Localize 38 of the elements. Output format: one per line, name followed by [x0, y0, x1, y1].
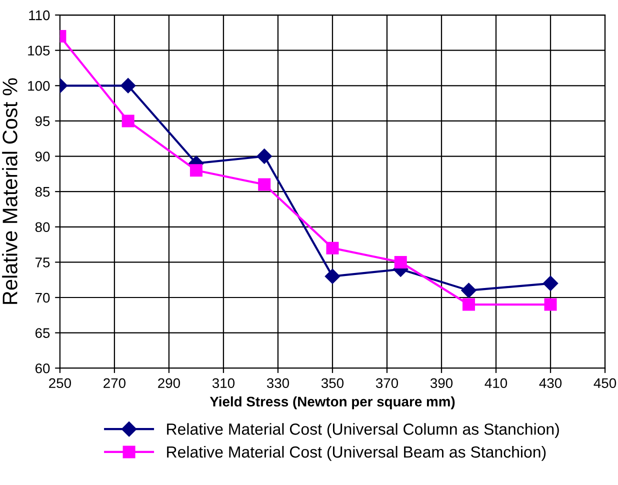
- x-tick-label: 370: [376, 378, 398, 388]
- y-tick-label: 95: [35, 116, 50, 126]
- legend-label: Relative Material Cost (Universal Column as Stanchion): [167, 423, 559, 438]
- point: [326, 242, 339, 254]
- x-axis-title: Yield Stress (Newton per square mm): [210, 396, 455, 410]
- point: [462, 298, 476, 311]
- legend-label: Relative Material Cost (Universal Beam as Stanchion): [167, 446, 546, 461]
- x-tick-label: 350: [321, 378, 344, 388]
- y-tick-label: 70: [35, 292, 50, 303]
- x-tick-label: 290: [158, 378, 180, 388]
- x-tick-label: 450: [594, 378, 616, 388]
- point: [120, 78, 136, 94]
- point: [258, 178, 271, 191]
- point: [122, 114, 134, 128]
- point: [394, 256, 407, 268]
- point: [324, 268, 340, 284]
- x-tick-label: 410: [484, 378, 508, 388]
- point: [542, 276, 558, 291]
- x-tick-label: 310: [212, 378, 235, 388]
- y-tick-label: 85: [35, 186, 50, 197]
- y-tick-label: 110: [29, 10, 50, 20]
- y-tick-label: 80: [35, 222, 50, 232]
- point: [461, 282, 476, 298]
- point: [256, 148, 272, 164]
- point: [190, 164, 202, 177]
- y-tick-label: 60: [35, 363, 50, 374]
- x-tick-label: 330: [266, 378, 290, 388]
- y-tick-label: 75: [35, 258, 50, 268]
- y-tick-label: 65: [35, 328, 50, 338]
- y-tick-label: 105: [28, 46, 50, 56]
- x-tick-label: 250: [49, 378, 71, 388]
- x-tick-label: 390: [430, 378, 453, 388]
- x-tick-label: 430: [539, 378, 562, 388]
- y-tick-label: 90: [35, 152, 50, 162]
- x-tick-label: 270: [104, 378, 126, 388]
- point: [544, 298, 557, 311]
- y-axis-title: Relative Material Cost %: [2, 78, 18, 304]
- y-tick-label: 100: [28, 80, 50, 91]
